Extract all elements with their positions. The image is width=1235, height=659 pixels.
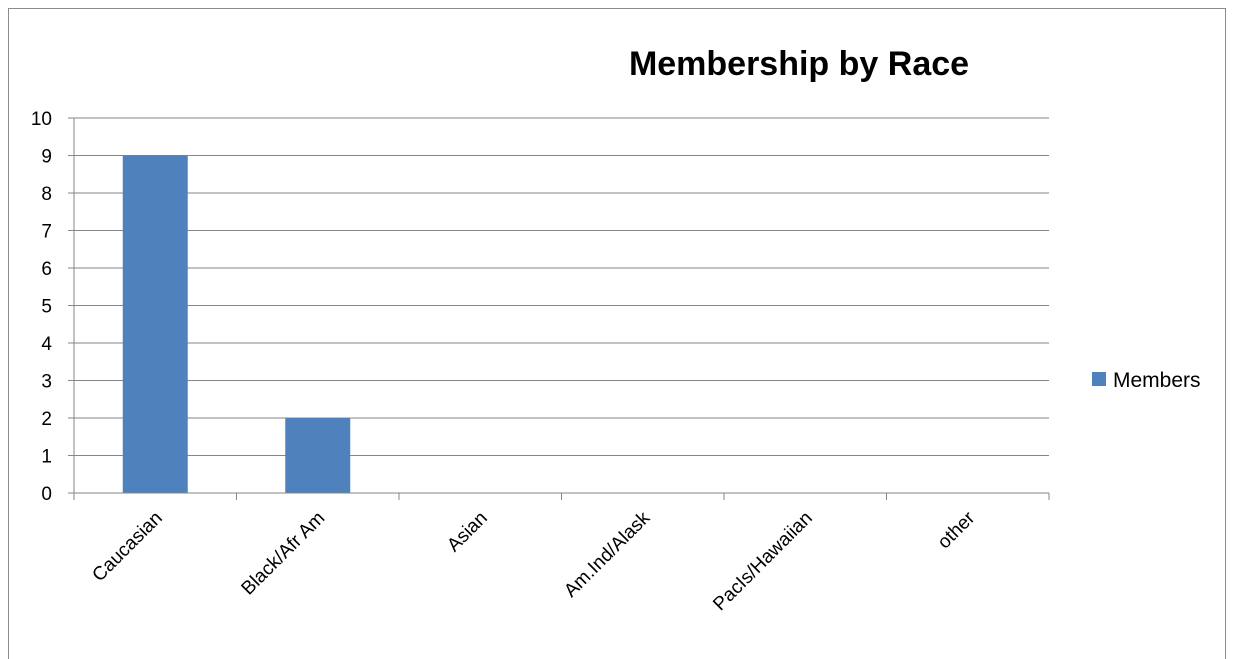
legend-swatch-members xyxy=(1092,372,1106,386)
y-tick-label-3: 3 xyxy=(41,372,52,393)
chart-title: Membership by Race xyxy=(629,45,969,83)
bar-black-afr-am xyxy=(285,418,351,493)
legend-label-members: Members xyxy=(1113,369,1201,392)
y-tick-label-0: 0 xyxy=(41,484,52,505)
y-tick-label-9: 9 xyxy=(41,147,52,168)
y-tick-label-2: 2 xyxy=(41,409,52,430)
y-tick-label-5: 5 xyxy=(41,297,52,318)
gridlines xyxy=(74,117,1049,456)
y-tick-label-7: 7 xyxy=(41,222,52,243)
x-tick-label: PacIs/Hawaiian xyxy=(709,508,816,615)
x-tick-label: Asian xyxy=(443,508,491,556)
x-tick-label: other xyxy=(934,507,980,553)
x-tick-labels: Caucasian Black/Afr Am Asian Am.Ind/Alask Pa… xyxy=(88,507,979,615)
x-tick-label: Black/Afr Am xyxy=(238,508,330,600)
y-tick-labels: 0 1 2 3 4 5 6 7 8 9 10 xyxy=(31,109,53,505)
y-tick-label-6: 6 xyxy=(41,259,52,280)
bars xyxy=(122,155,351,493)
x-tick-label: Caucasian xyxy=(88,508,166,586)
y-tick-label-1: 1 xyxy=(41,447,52,468)
y-tick-label-10: 10 xyxy=(31,109,52,130)
x-tick-label: Am.Ind/Alask xyxy=(560,507,654,601)
bar-caucasian xyxy=(122,155,188,493)
chart-frame xyxy=(8,8,1226,659)
axes xyxy=(68,117,1050,500)
legend: Members xyxy=(1092,369,1201,392)
y-tick-label-4: 4 xyxy=(41,334,52,355)
y-tick-label-8: 8 xyxy=(41,184,52,205)
